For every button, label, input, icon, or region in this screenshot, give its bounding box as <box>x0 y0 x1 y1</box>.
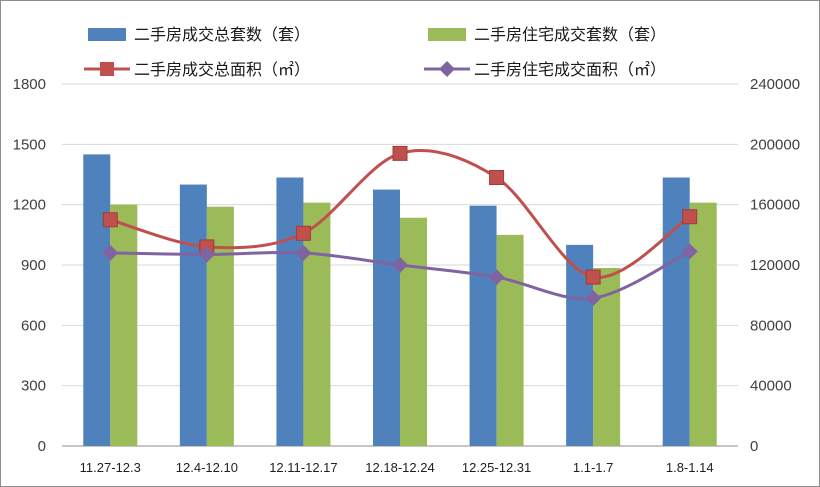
bar <box>400 217 427 446</box>
diamond-marker <box>295 244 312 261</box>
legend-label: 二手房住宅成交套数（套） <box>474 25 666 44</box>
diamond-marker <box>198 246 215 263</box>
diamond-marker <box>681 243 698 260</box>
y-right-tick-label: 160000 <box>750 197 800 214</box>
bar <box>373 189 400 447</box>
legend-label: 二手房成交总面积（㎡） <box>134 60 310 79</box>
square-marker <box>295 225 311 241</box>
legend-label: 二手房成交总套数（套） <box>134 25 310 44</box>
legend-swatch <box>88 28 126 41</box>
y-right-tick-label: 40000 <box>750 378 792 395</box>
square-marker <box>682 209 698 225</box>
square-marker <box>585 269 601 285</box>
y-left-tick-label: 1800 <box>13 76 46 93</box>
y-right-tick-label: 80000 <box>750 317 792 334</box>
bar <box>303 202 331 446</box>
bar <box>83 154 111 446</box>
y-left-tick-label: 1500 <box>13 136 46 153</box>
y-right-tick-label: 0 <box>750 438 758 455</box>
bar <box>496 234 524 446</box>
square-marker <box>392 145 408 161</box>
y-right-tick-label: 120000 <box>750 257 800 274</box>
bar <box>179 184 207 447</box>
legend-label: 二手房住宅成交面积（㎡） <box>474 60 666 79</box>
square-marker <box>102 212 118 228</box>
bar <box>110 204 138 446</box>
x-tick-label: 12.18-12.24 <box>365 460 434 475</box>
x-tick-label: 12.25-12.31 <box>462 460 531 475</box>
y-left-tick-label: 300 <box>21 378 46 395</box>
y-right-tick-label: 200000 <box>750 136 800 153</box>
legend-marker <box>100 62 114 76</box>
diamond-marker <box>102 244 119 261</box>
diamond-marker <box>585 290 602 307</box>
bar <box>689 202 717 446</box>
bar <box>276 177 304 446</box>
x-tick-label: 1.1-1.7 <box>573 460 613 475</box>
x-tick-label: 1.8-1.14 <box>666 460 714 475</box>
diamond-marker <box>488 269 505 286</box>
y-left-tick-label: 0 <box>38 438 46 455</box>
y-left-tick-label: 600 <box>21 317 46 334</box>
y-right-tick-label: 240000 <box>750 76 800 93</box>
legend-swatch <box>428 28 466 41</box>
legend-marker <box>439 61 455 77</box>
y-left-tick-label: 1200 <box>13 197 46 214</box>
y-left-tick-label: 900 <box>21 257 46 274</box>
x-tick-label: 12.11-12.17 <box>269 460 337 475</box>
diamond-marker <box>392 257 408 273</box>
square-marker <box>489 170 505 186</box>
x-tick-label: 11.27-12.3 <box>80 460 141 475</box>
x-tick-label: 12.4-12.10 <box>176 460 238 475</box>
bar <box>469 205 497 446</box>
